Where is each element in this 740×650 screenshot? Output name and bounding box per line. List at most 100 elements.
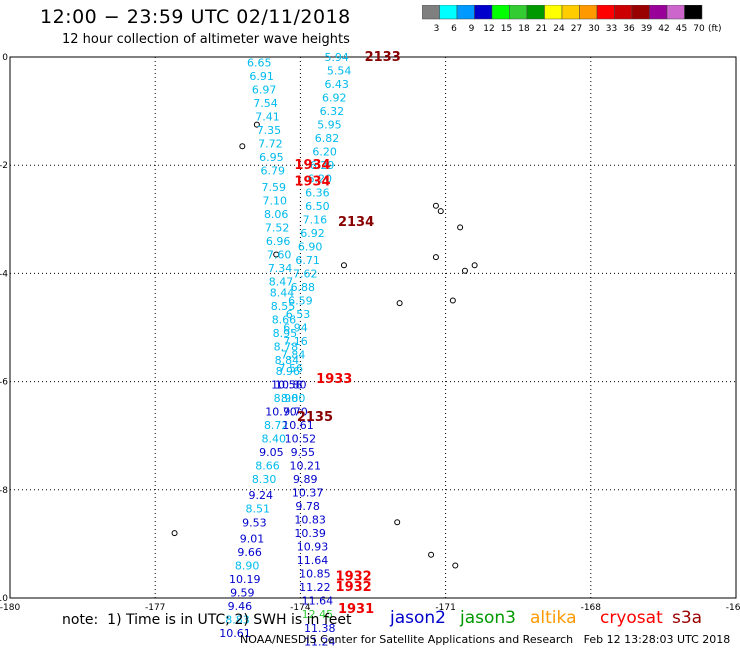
island-outline: [253, 121, 260, 128]
wave-height-value: 8.30: [252, 473, 277, 486]
wave-height-value: 5.94: [324, 51, 349, 64]
island-outline: [452, 562, 459, 569]
island-outline: [461, 267, 468, 274]
wave-height-value: 9.46: [228, 600, 253, 613]
island-outline: [396, 300, 403, 307]
wave-height-value: 10.52: [285, 432, 317, 445]
island-outline: [428, 551, 435, 558]
lat-tick-label: -2: [0, 161, 8, 171]
wave-height-value: 7.60: [267, 248, 292, 261]
wave-height-value: 8.66: [255, 459, 280, 472]
wave-height-value: 9.78: [295, 500, 320, 513]
wave-height-value: 6.97: [252, 83, 277, 96]
wave-height-value: 10.61: [219, 627, 251, 640]
wave-height-value: 6.94: [283, 322, 308, 335]
pass-time-label: 2135: [297, 410, 333, 425]
legend-label-70: 70: [693, 24, 705, 33]
wave-height-value: 11.64: [297, 554, 329, 567]
lat-tick-label: -6: [0, 378, 8, 388]
wave-height-value: 6.95: [259, 151, 284, 164]
legend-label-24: 24: [553, 24, 565, 33]
pass-time-label: 2134: [338, 215, 374, 230]
lon-tick-label: -177: [145, 603, 165, 613]
wave-height-value: 9.59: [230, 587, 255, 600]
wave-height-value: 6.92: [300, 227, 325, 240]
wave-height-value: 9.55: [291, 446, 316, 459]
wave-height-value: 9.66: [237, 546, 262, 559]
satellite-jason2: jason2: [390, 608, 446, 628]
legend-label-21: 21: [536, 24, 547, 33]
wave-height-value: 7.59: [262, 181, 287, 194]
legend-label-30: 30: [588, 24, 600, 33]
wave-height-value: 8.06: [264, 208, 289, 221]
legend-label-33: 33: [606, 24, 617, 33]
wave-height-value: 8.95: [273, 327, 298, 340]
wave-height-value: 6.82: [315, 132, 340, 145]
lat-tick-label: -4: [0, 269, 8, 279]
wave-height-value: 6.92: [322, 92, 347, 105]
wave-height-value: 9.89: [293, 473, 318, 486]
wave-height-value: 6.79: [261, 165, 286, 178]
wave-height-value: 8.78: [274, 340, 299, 353]
wave-height-value: 5.54: [327, 65, 352, 78]
wave-height-value: 10.37: [292, 487, 324, 500]
wave-height-value: 6.20: [308, 173, 333, 186]
wave-height-value: 6.50: [305, 200, 330, 213]
island-outline: [273, 251, 280, 258]
lat-tick-label: 0: [2, 53, 8, 63]
wave-height-value: 10.70: [265, 405, 297, 418]
wave-height-value: 6.53: [286, 308, 311, 321]
wave-height-value: 9.05: [259, 446, 284, 459]
wave-height-value: 5.95: [317, 119, 342, 132]
wave-height-value: 6.65: [247, 56, 272, 69]
wave-height-value: 8.55: [271, 300, 296, 313]
pass-time-label: 2133: [365, 50, 401, 65]
island-outline: [239, 143, 246, 150]
legend-swatch-70: [684, 5, 703, 20]
island-outline: [340, 262, 347, 269]
wave-height-value: 11.22: [299, 581, 331, 594]
satellite-s3a: s3a: [672, 608, 703, 628]
pass-time-label: 1933: [316, 372, 352, 387]
wave-height-value: 6.88: [291, 281, 316, 294]
wave-height-value: 7.16: [283, 335, 308, 348]
pass-time-label: 1931: [338, 602, 374, 617]
wave-height-value: 7.41: [255, 111, 280, 124]
wave-height-value: 9.01: [240, 532, 265, 545]
wave-height-value: 8.40: [262, 432, 287, 445]
wave-height-value: 10.85: [299, 568, 331, 581]
lon-tick-label: -168: [581, 603, 602, 613]
wave-height-value: 8.83: [225, 614, 250, 627]
legend-label-15: 15: [501, 24, 512, 33]
island-outline: [457, 224, 464, 231]
lon-tick-label: -165: [726, 603, 740, 613]
lon-tick-label: -180: [0, 603, 20, 613]
satellite-jason3: jason3: [460, 608, 516, 628]
legend-label-27: 27: [571, 24, 582, 33]
wave-height-value: 6.96: [266, 235, 291, 248]
wave-height-value: 6.90: [298, 240, 323, 253]
legend-label-18: 18: [518, 24, 530, 33]
pass-time-label: 1932: [336, 569, 372, 584]
wave-height-value: 7.56: [278, 362, 303, 375]
pass-time-label: 1934: [294, 174, 330, 189]
wave-height-value: 6.36: [305, 186, 330, 199]
legend-label-3: 3: [434, 24, 440, 33]
wave-height-value: 7.34: [268, 262, 293, 275]
island-outline: [449, 297, 456, 304]
lon-tick-label: -171: [435, 603, 455, 613]
legend-unit: (ft): [708, 24, 722, 33]
wave-height-value: 8.72: [264, 419, 289, 432]
island-outline: [394, 519, 401, 526]
color-legend: 3 6 9 12 15 18 21 24 27 30 33 36 39 42 45 70 (ft): [422, 5, 722, 33]
wave-height-value: 8.90: [274, 392, 299, 405]
wave-height-value: 8.66: [272, 313, 297, 326]
wave-height-value: 8.84: [275, 354, 300, 367]
wave-height-value: 10.93: [297, 541, 329, 554]
satellite-cryosat: cryosat: [600, 608, 663, 628]
wave-height-value: 7.62: [293, 267, 318, 280]
wave-height-value: 6.29: [310, 159, 335, 172]
island-outline: [171, 530, 178, 537]
legend-label-36: 36: [623, 24, 635, 33]
